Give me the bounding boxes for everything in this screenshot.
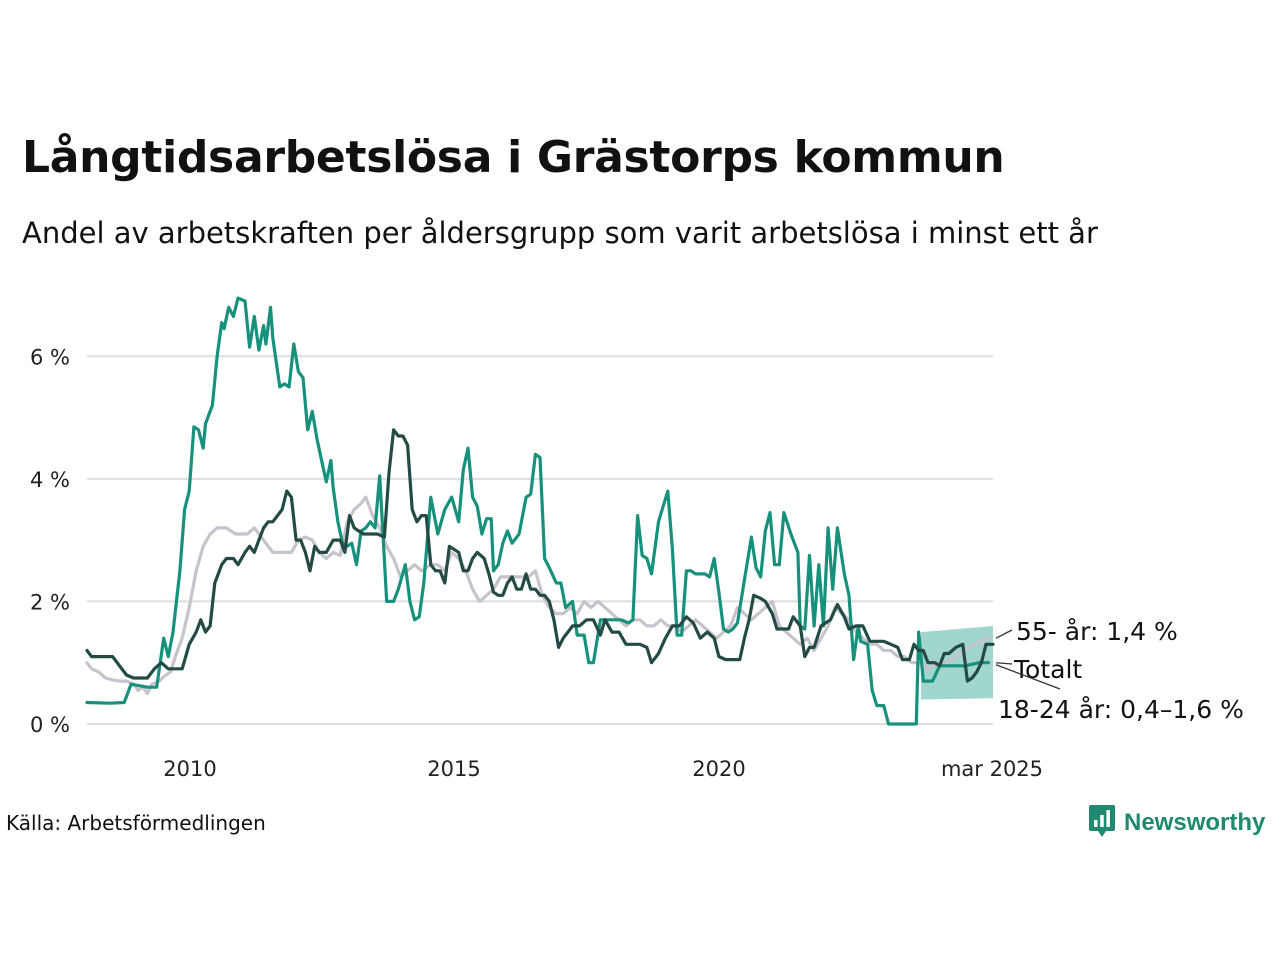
- y-axis-ticks: 0 % 2 % 4 % 6 %: [30, 345, 70, 737]
- source-note: Källa: Arbetsförmedlingen: [6, 811, 266, 835]
- series-layer: [85, 296, 995, 726]
- y-tick-label: 2 %: [30, 590, 70, 614]
- newsworthy-brand: Newsworthy: [1088, 804, 1265, 842]
- leader-line: [995, 664, 1061, 690]
- series-line-18-24-r: [85, 296, 990, 726]
- y-tick-label: 4 %: [30, 468, 70, 492]
- x-tick-label: 2020: [692, 757, 745, 781]
- x-tick-label: 2015: [427, 757, 480, 781]
- newsworthy-logo-icon: [1088, 804, 1116, 842]
- leader-line: [995, 629, 1013, 639]
- chart-title: Långtidsarbetslösa i Grästorps kommun: [22, 132, 1005, 183]
- gridlines: [87, 355, 993, 725]
- series-end-label: 55- år: 1,4 %: [1016, 617, 1178, 646]
- leader-line: [995, 662, 1013, 665]
- end-labels: 55- år: 1,4 % Totalt 18-24 år: 0,4–1,6 %: [995, 617, 1244, 724]
- x-axis-ticks: 2010 2015 2020 mar 2025: [163, 757, 1043, 781]
- series-line-55-r: [85, 495, 990, 695]
- series-end-label: 18-24 år: 0,4–1,6 %: [998, 695, 1244, 724]
- series-line-totalt: [85, 428, 995, 683]
- series-end-label: Totalt: [1013, 655, 1082, 684]
- x-tick-label: mar 2025: [941, 757, 1043, 781]
- chart-subtitle: Andel av arbetskraften per åldersgrupp s…: [22, 216, 1098, 250]
- x-tick-label: 2010: [163, 757, 216, 781]
- y-tick-label: 6 %: [30, 345, 70, 369]
- y-tick-label: 0 %: [30, 713, 70, 737]
- brand-name: Newsworthy: [1124, 809, 1266, 836]
